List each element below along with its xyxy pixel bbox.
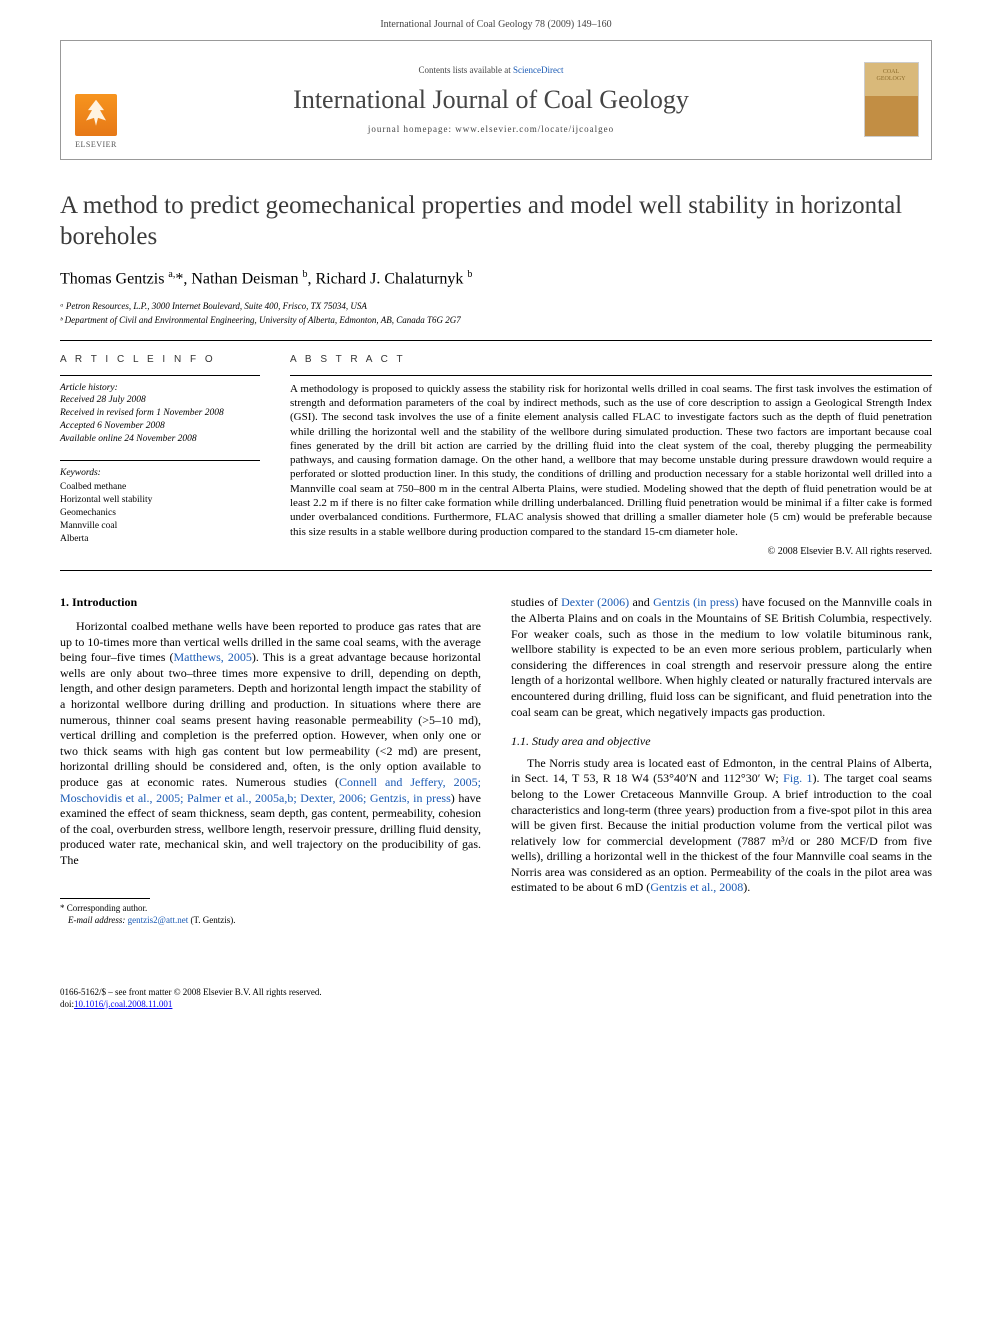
keyword: Horizontal well stability	[60, 494, 260, 507]
footnote-separator	[60, 898, 150, 899]
text-run: ). This is a great advantage because hor…	[60, 650, 481, 789]
body-columns: 1. Introduction Horizontal coalbed metha…	[60, 595, 932, 926]
page-footer: 0166-5162/$ – see front matter © 2008 El…	[60, 987, 932, 1010]
corr-line: * Corresponding author.	[60, 903, 481, 915]
authors: Thomas Gentzis a,*, Nathan Deisman b, Ri…	[60, 268, 932, 290]
cover-thumb-icon	[864, 62, 919, 137]
text-run: and	[629, 595, 653, 609]
journal-homepage-line: journal homepage: www.elsevier.com/locat…	[368, 123, 614, 135]
keywords-rule	[60, 460, 260, 461]
journal-name: International Journal of Coal Geology	[293, 82, 689, 117]
citation-link[interactable]: Dexter (2006)	[561, 595, 629, 609]
homepage-url: www.elsevier.com/locate/ijcoalgeo	[455, 124, 614, 134]
info-abstract-row: A R T I C L E I N F O Article history: R…	[60, 353, 932, 558]
article-content: A method to predict geomechanical proper…	[0, 190, 992, 967]
email-who: (T. Gentzis).	[190, 915, 235, 925]
sciencedirect-link[interactable]: ScienceDirect	[513, 65, 563, 75]
abstract: A B S T R A C T A methodology is propose…	[290, 353, 932, 558]
abstract-text: A methodology is proposed to quickly ass…	[290, 382, 932, 539]
contents-available-line: Contents lists available at ScienceDirec…	[419, 64, 564, 76]
footer-issn-line: 0166-5162/$ – see front matter © 2008 El…	[60, 987, 932, 999]
abstract-rule	[290, 375, 932, 376]
keywords: Keywords: Coalbed methane Horizontal wel…	[60, 467, 260, 546]
affiliation-b: ᵇ Department of Civil and Environmental …	[60, 314, 932, 327]
footer-doi-line: doi:10.1016/j.coal.2008.11.001	[60, 999, 932, 1011]
intro-para-1-cont: studies of Dexter (2006) and Gentzis (in…	[511, 595, 932, 720]
publisher-name: ELSEVIER	[75, 140, 117, 151]
history-label: Article history:	[60, 382, 260, 395]
affiliations: ᵃ Petron Resources, L.P., 3000 Internet …	[60, 300, 932, 326]
intro-para-1: Horizontal coalbed methane wells have be…	[60, 619, 481, 869]
article-info-heading: A R T I C L E I N F O	[60, 353, 260, 367]
journal-banner: ELSEVIER Contents lists available at Sci…	[60, 40, 932, 160]
info-rule	[60, 375, 260, 376]
banner-center: Contents lists available at ScienceDirec…	[131, 41, 851, 159]
text-run: have focused on the Mannville coals in t…	[511, 595, 932, 718]
running-header: International Journal of Coal Geology 78…	[0, 0, 992, 40]
citation-link[interactable]: Gentzis et al., 2008	[650, 880, 743, 894]
figure-link[interactable]: Fig. 1	[783, 771, 812, 785]
section-1-heading: 1. Introduction	[60, 595, 481, 611]
right-column: studies of Dexter (2006) and Gentzis (in…	[511, 595, 932, 926]
history-received: Received 28 July 2008	[60, 394, 260, 407]
publisher-logo: ELSEVIER	[61, 41, 131, 159]
keyword: Geomechanics	[60, 507, 260, 520]
email-line: E-mail address: gentzis2@att.net (T. Gen…	[60, 915, 481, 927]
abstract-copyright: © 2008 Elsevier B.V. All rights reserved…	[290, 545, 932, 559]
citation-link[interactable]: Matthews, 2005	[173, 650, 251, 664]
text-run: ).	[743, 880, 750, 894]
rule-bottom	[60, 570, 932, 571]
abstract-heading: A B S T R A C T	[290, 353, 932, 367]
article-title: A method to predict geomechanical proper…	[60, 190, 932, 253]
rule-top	[60, 340, 932, 341]
keywords-label: Keywords:	[60, 467, 260, 480]
history-revised: Received in revised form 1 November 2008	[60, 407, 260, 420]
text-run: studies of	[511, 595, 561, 609]
email-link[interactable]: gentzis2@att.net	[128, 915, 189, 925]
study-area-para: The Norris study area is located east of…	[511, 756, 932, 896]
homepage-prefix: journal homepage:	[368, 124, 455, 134]
contents-prefix: Contents lists available at	[419, 65, 513, 75]
keyword: Alberta	[60, 533, 260, 546]
article-info: A R T I C L E I N F O Article history: R…	[60, 353, 260, 558]
article-history: Article history: Received 28 July 2008 R…	[60, 382, 260, 446]
elsevier-tree-icon	[75, 94, 117, 136]
doi-link[interactable]: 10.1016/j.coal.2008.11.001	[74, 999, 172, 1009]
keyword: Mannville coal	[60, 520, 260, 533]
history-accepted: Accepted 6 November 2008	[60, 420, 260, 433]
history-online: Available online 24 November 2008	[60, 433, 260, 446]
citation-link[interactable]: Gentzis (in press)	[653, 595, 738, 609]
email-label: E-mail address:	[68, 915, 125, 925]
journal-cover	[851, 41, 931, 159]
section-1-1-heading: 1.1. Study area and objective	[511, 734, 932, 750]
keyword: Coalbed methane	[60, 481, 260, 494]
left-column: 1. Introduction Horizontal coalbed metha…	[60, 595, 481, 926]
corresponding-author-footnote: * Corresponding author. E-mail address: …	[60, 903, 481, 926]
affiliation-a: ᵃ Petron Resources, L.P., 3000 Internet …	[60, 300, 932, 313]
text-run: ). The target coal seams belong to the L…	[511, 771, 932, 894]
